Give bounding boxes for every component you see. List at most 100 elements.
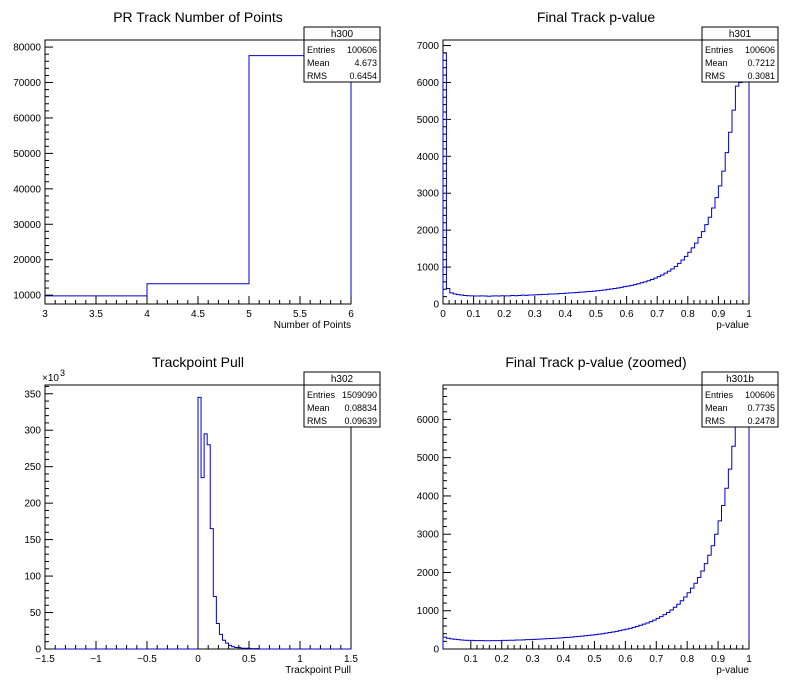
stats-mean-label: Mean [705,58,728,68]
x-axis-label: p-value [716,320,749,331]
stats-mean-value: 4.673 [354,58,377,68]
stats-rms-value: 0.2478 [747,416,775,426]
x-tick-label: 1 [746,309,752,320]
y-tick-label: 6000 [417,78,440,89]
x-tick-label: 0.1 [467,309,481,320]
x-tick-label: 0.5 [589,309,603,320]
x-axis-label: Number of Points [274,320,351,331]
x-tick-label: 0.8 [680,654,694,665]
y-tick-label: 200 [24,499,41,510]
x-tick-label: 3 [42,309,48,320]
stats-mean-value: 0.08834 [344,403,377,413]
stats-rms-value: 0.3081 [747,71,775,81]
stats-name: h302 [331,374,354,385]
y-tick-label: 10000 [13,291,41,302]
x-axis-label: p-value [716,665,749,676]
y-tick-label: 2000 [417,568,440,579]
histogram-line [45,396,351,650]
stats-mean-value: 0.7212 [747,58,775,68]
plot-h301b: Final Track p-value (zoomed) 0.1 0.2 0.3 0.4… [417,354,779,676]
stats-box [303,371,381,428]
y-tick-label: 30000 [13,220,41,231]
y-tick-label: 350 [24,389,41,400]
stats-rms-label: RMS [307,416,327,426]
x-tick-label: 1 [297,654,303,665]
y-tick-label: 6000 [417,415,440,426]
histogram-line [442,388,750,649]
stats-entries-label: Entries [307,390,336,400]
y-tick-label: 4000 [417,491,440,502]
stats-mean-label: Mean [705,403,728,413]
y-multiplier: ×10 [42,373,59,384]
x-tick-label: 0.8 [681,309,695,320]
x-tick-label: 0.3 [526,654,540,665]
stats-rms-label: RMS [705,416,725,426]
x-tick-label: 0.6 [618,654,632,665]
x-tick-label: 4.5 [191,309,205,320]
plot-h301: Final Track p-value 0 0.1 0.2 0.3 0.4 0.5 0.6 0.… [417,9,779,331]
stats-box [701,26,779,83]
x-tick-label: 0.2 [495,654,509,665]
stats-entries-value: 100606 [745,390,775,400]
y-tick-label: 60000 [13,113,41,124]
y-tick-label: 250 [24,462,41,473]
y-tick-label: 5000 [417,115,440,126]
y-tick-label: 3000 [417,530,440,541]
stats-entries-value: 100606 [745,45,775,55]
y-tick-label: 3000 [417,189,440,200]
y-tick-label: 50 [30,608,42,619]
histogram-line [44,55,352,304]
y-tick-label: 150 [24,535,41,546]
y-tick-label: 70000 [13,78,41,89]
stats-rms-value: 0.6454 [349,71,377,81]
y-tick-label: 1000 [417,606,440,617]
y-tick-label: 0 [433,300,439,311]
stats-entries-label: Entries [307,45,336,55]
stats-mean-value: 0.7735 [747,403,775,413]
x-tick-label: −0.5 [137,654,157,665]
stats-mean-label: Mean [307,403,330,413]
stats-entries-label: Entries [705,390,734,400]
y-tick-label: 1000 [417,263,440,274]
y-tick-label: 2000 [417,226,440,237]
chart-title: Final Track p-value [537,9,655,25]
x-tick-label: 6 [348,309,354,320]
x-tick-label: 0.4 [558,309,572,320]
x-tick-label: 0 [195,654,201,665]
x-tick-label: 1 [746,654,752,665]
x-tick-label: 3.5 [89,309,103,320]
y-tick-label: 80000 [13,43,41,54]
x-tick-label: 0.9 [711,309,725,320]
stats-name: h300 [331,29,354,40]
y-tick-label: 100 [24,572,41,583]
y-multiplier-exponent: 3 [60,368,65,378]
stats-rms-value: 0.09639 [344,416,377,426]
x-tick-label: 0.2 [497,309,511,320]
stats-entries-label: Entries [705,45,734,55]
x-tick-label: −1.5 [35,654,55,665]
x-tick-label: 0.5 [242,654,256,665]
y-tick-label: 7000 [417,41,440,52]
stats-box [303,26,381,83]
y-tick-label: 300 [24,426,41,437]
y-tick-label: 20000 [13,255,41,266]
y-tick-label: 50000 [13,149,41,160]
y-tick-label: 4000 [417,152,440,163]
stats-rms-label: RMS [307,71,327,81]
chart-title: Trackpoint Pull [152,354,244,370]
x-tick-label: 1.5 [344,654,358,665]
x-tick-label: 0.6 [620,309,634,320]
chart-title: Final Track p-value (zoomed) [505,354,686,370]
stats-mean-label: Mean [307,58,330,68]
x-tick-label: 0.7 [649,654,663,665]
y-tick-label: 0 [433,645,439,656]
x-tick-label: 0.3 [528,309,542,320]
histogram-line [442,45,750,304]
x-tick-label: 5 [246,309,252,320]
x-tick-label: 0 [440,309,446,320]
x-axis-label: Trackpoint Pull [285,665,351,676]
x-tick-label: 5.5 [293,309,307,320]
x-tick-label: 0.1 [464,654,478,665]
x-tick-label: 0.9 [711,654,725,665]
